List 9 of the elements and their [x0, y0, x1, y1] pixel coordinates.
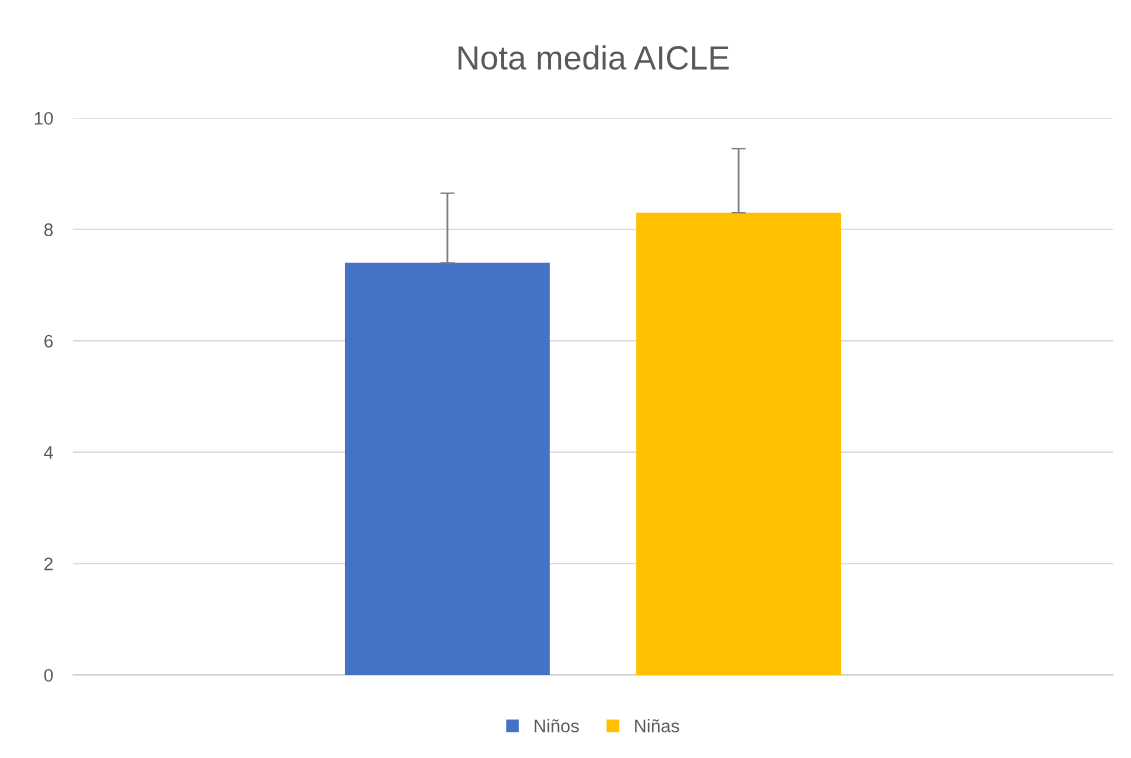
legend-label: Niños — [534, 719, 579, 733]
y-tick-label: 2 — [44, 557, 53, 571]
y-tick-label: 8 — [44, 223, 53, 237]
y-tick-label: 6 — [44, 334, 53, 348]
y-tick-label: 4 — [43, 446, 54, 459]
legend-label: Niñas — [635, 719, 680, 733]
y-tick-label: 10 — [34, 111, 53, 125]
y-tick-label: 0 — [44, 668, 53, 682]
chart-title: Nota media AICLE — [458, 45, 729, 70]
